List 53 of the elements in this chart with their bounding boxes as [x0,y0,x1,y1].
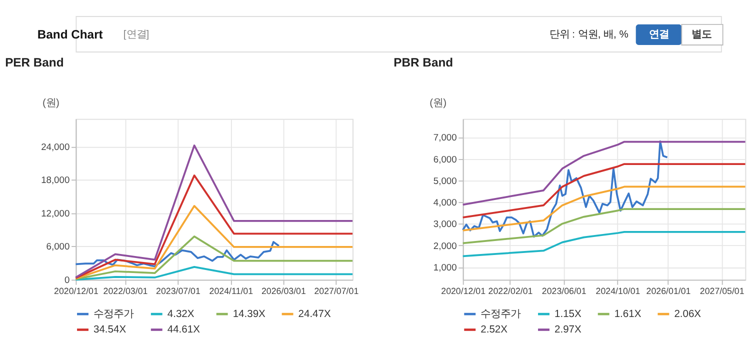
legend-label: 수정주가 [94,308,134,320]
y-tick-label: 18,000 [41,175,70,186]
legend-label: 2.52X [480,324,508,336]
y-tick-label: 1,000 [433,262,457,272]
y-tick-label: 12,000 [41,208,70,218]
x-tick-label: 2022/03/01 [103,286,148,296]
text: [연결] [123,30,150,41]
x-tick-label: 2022/02/01 [488,286,533,296]
y-tick-label: 7,000 [433,132,457,143]
y-tick-label: 6,000 [46,242,70,252]
y-tick-label: 5,000 [433,176,457,186]
x-tick-label: 2027/07/01 [314,286,359,296]
y-tick-label: 6,000 [433,154,457,164]
legend-label: 1.15X [554,308,582,320]
x-tick-label: 2027/05/01 [700,286,744,296]
legend-label: 1.61X [614,308,642,320]
line-series [462,230,746,258]
line-series [462,186,746,232]
chart-title: PER Band [5,56,64,70]
chart-title: PBR Band [394,56,454,70]
x-tick-label: 2020/12/01 [441,286,486,296]
text: Band Chart [37,27,103,42]
x-tick-label: 2023/06/01 [542,286,586,296]
legend-label: 2.06X [674,308,702,320]
legend-label: 44.61X [167,324,200,336]
line-series [462,208,746,244]
legend-label: 2.97X [554,324,582,336]
legend-label: 34.54X [94,324,126,336]
line-series [462,140,668,238]
y-tick-label: 0 [64,274,70,285]
legend-label: 14.39X [232,308,266,320]
x-tick-label: 2024/10/01 [596,286,640,296]
y-axis-title: (원) [430,98,447,110]
line-series [74,241,280,268]
legend-label: 4.32X [167,308,194,320]
line-series [462,163,746,218]
text: 단위 : 억원, 배, % [549,30,628,41]
x-tick-label: 2023/07/01 [156,286,200,296]
x-tick-label: 2020/12/01 [54,286,98,296]
x-tick-label: 2024/11/01 [209,286,254,296]
y-axis-title: (원) [42,98,60,110]
line-series [462,140,746,206]
x-tick-label: 2026/01/01 [646,286,691,296]
line-series [74,144,354,278]
y-tick-label: 3,000 [433,219,457,230]
text: 연결 [649,30,670,41]
legend-label: 수정주가 [480,308,521,320]
y-tick-label: 2,000 [433,240,457,251]
text: 별도 [691,30,712,41]
y-tick-label: 4,000 [433,198,457,208]
legend-label: 24.47X [298,308,331,320]
y-tick-label: 24,000 [41,142,70,152]
x-tick-label: 2026/03/01 [261,286,306,296]
